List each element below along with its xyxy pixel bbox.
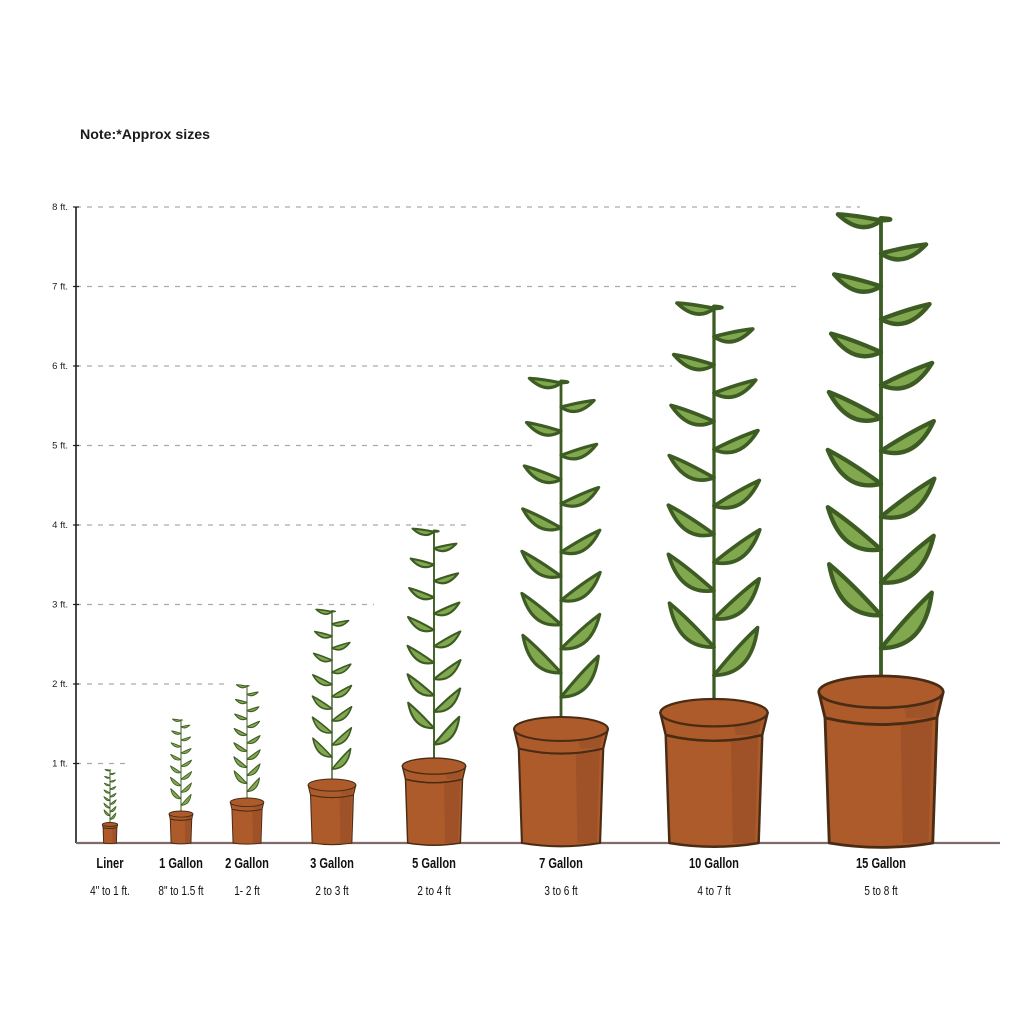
svg-text:3 ft.: 3 ft. [52,600,68,611]
svg-text:3 to 6 ft: 3 to 6 ft [544,885,578,898]
svg-text:15 Gallon: 15 Gallon [856,854,906,871]
svg-text:4 to 7 ft: 4 to 7 ft [697,885,731,898]
svg-text:6 ft.: 6 ft. [52,361,68,372]
svg-text:2 to 4 ft: 2 to 4 ft [417,885,451,898]
svg-text:8 ft.: 8 ft. [52,202,68,213]
svg-text:2 to 3 ft: 2 to 3 ft [315,885,349,898]
svg-text:5 ft.: 5 ft. [52,441,68,452]
svg-text:1 ft.: 1 ft. [52,759,68,770]
svg-text:7 ft.: 7 ft. [52,282,68,293]
svg-text:10 Gallon: 10 Gallon [689,854,739,871]
svg-text:2 Gallon: 2 Gallon [225,854,269,871]
svg-text:1 Gallon: 1 Gallon [159,854,203,871]
svg-text:3 Gallon: 3 Gallon [310,854,354,871]
svg-text:1- 2 ft: 1- 2 ft [234,885,260,898]
svg-text:5 to 8 ft: 5 to 8 ft [864,885,898,898]
svg-text:7 Gallon: 7 Gallon [539,854,583,871]
svg-text:5 Gallon: 5 Gallon [412,854,456,871]
svg-text:2 ft.: 2 ft. [52,679,68,690]
svg-text:4" to 1 ft.: 4" to 1 ft. [90,885,130,898]
svg-text:Note:*Approx sizes: Note:*Approx sizes [80,127,210,143]
svg-text:8" to 1.5 ft: 8" to 1.5 ft [158,885,204,898]
svg-text:Liner: Liner [96,854,123,871]
svg-text:4 ft.: 4 ft. [52,520,68,531]
